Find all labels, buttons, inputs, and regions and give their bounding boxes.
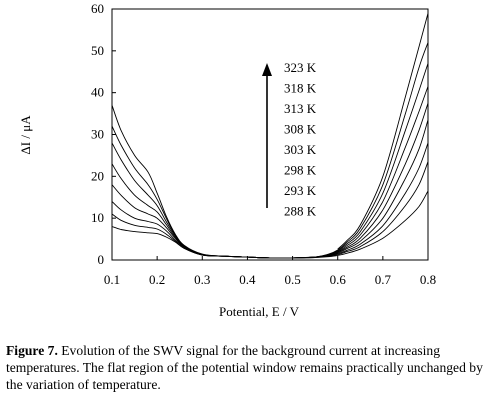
temperature-label: 318 K [284, 81, 317, 96]
series-line-3 [111, 142, 429, 259]
x-tick-label: 0.1 [104, 272, 120, 287]
y-tick-label: 40 [91, 85, 104, 100]
x-axis: 0.1 0.2 0.3 0.4 0.5 0.6 0.7 0.8 [104, 256, 436, 287]
x-tick-label: 0.7 [375, 272, 392, 287]
y-tick-label: 10 [91, 210, 104, 225]
x-tick-label: 0.3 [194, 272, 210, 287]
x-tick-label: 0.5 [284, 272, 300, 287]
temperature-label: 288 K [284, 204, 317, 219]
y-tick-label: 0 [98, 252, 105, 267]
x-tick-label: 0.6 [330, 272, 347, 287]
x-tick-label: 0.2 [149, 272, 165, 287]
temperature-label: 308 K [284, 122, 317, 137]
x-tick-label: 0.8 [420, 272, 436, 287]
y-tick-label: 60 [91, 1, 104, 16]
temperature-label: 303 K [284, 142, 317, 157]
x-tick-label: 0.4 [239, 272, 256, 287]
temperature-label: 293 K [284, 183, 317, 198]
series-line-5 [111, 102, 429, 259]
series-line-1 [111, 190, 429, 259]
arrow-head [262, 63, 272, 76]
temperature-label: 313 K [284, 101, 317, 116]
y-axis-label: ΔI / μA [18, 115, 33, 155]
series-line-8 [111, 42, 429, 259]
series-line-9 [337, 13, 429, 250]
y-axis: 0 10 20 30 40 50 60 [91, 1, 116, 267]
plot-border [111, 8, 429, 261]
swv-chart: 0 10 20 30 40 50 60 0.1 0.2 0.3 0.4 0.5 0.6 0.7 0.8 3… [18, 1, 436, 319]
temperature-label: 323 K [284, 60, 317, 75]
series-layer [111, 13, 429, 259]
temperature-annotation: 323 K 318 K 313 K 308 K 303 K 298 K 293 K 288 K [262, 60, 317, 219]
series-line-6 [111, 86, 429, 259]
figure-caption: Figure 7. Evolution of the SWV signal fo… [6, 342, 490, 393]
y-tick-label: 30 [91, 127, 104, 142]
y-tick-label: 50 [91, 43, 104, 58]
series-line-7 [111, 63, 429, 259]
plot-frame [111, 8, 429, 261]
series-line-4 [111, 119, 429, 259]
x-axis-label: Potential, E / V [219, 304, 300, 319]
figure-caption-text: Evolution of the SWV signal for the back… [6, 343, 483, 392]
y-tick-label: 20 [91, 168, 104, 183]
temperature-label: 298 K [284, 163, 317, 178]
figure-caption-label: Figure 7. [6, 343, 58, 358]
